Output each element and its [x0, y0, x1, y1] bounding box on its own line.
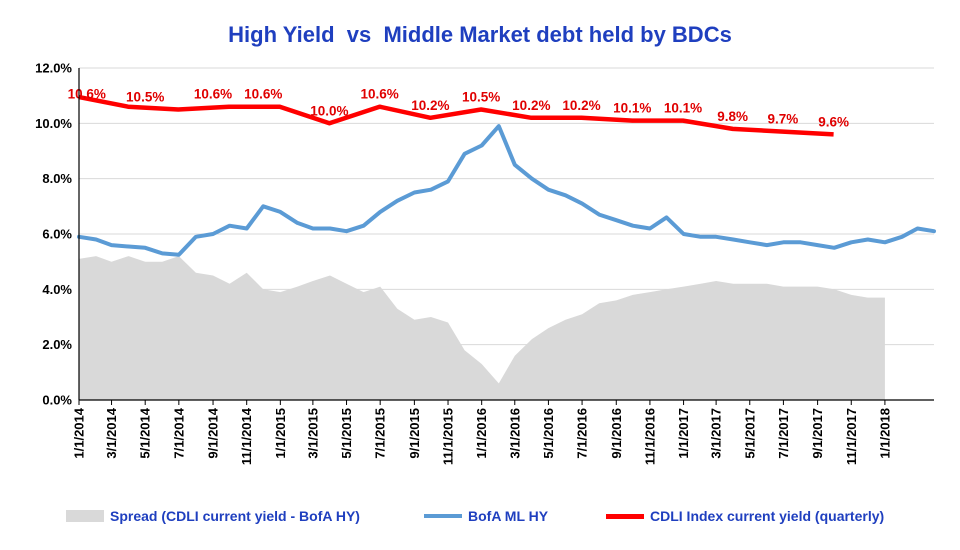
cdli-data-label: 10.5% [462, 90, 500, 105]
x-tick-label: 1/1/2017 [676, 408, 691, 459]
cdli-data-labels: 10.6% 10.5% 10.6% 10.6% 10.0% 10.6% 10.2% 10.5%… [68, 87, 849, 130]
x-tick-label: 11/1/2014 [239, 407, 254, 465]
cdli-data-label: 10.0% [310, 103, 348, 118]
cdli-line [78, 94, 834, 137]
x-tick-label: 7/1/2014 [171, 407, 186, 458]
y-tick-label: 2.0% [42, 337, 72, 352]
y-tick-label: 12.0% [35, 61, 72, 76]
x-tick-label: 11/1/2017 [844, 408, 859, 465]
legend-swatch-cdli [606, 513, 644, 519]
cdli-data-label: 10.6% [360, 87, 398, 102]
x-axis-ticks: 1/1/2014 3/1/2014 5/1/2014 7/1/2014 9/1/2014… [72, 400, 892, 465]
y-tick-label: 0.0% [42, 393, 72, 408]
x-tick-label: 9/1/2017 [810, 408, 825, 459]
cdli-data-label: 10.1% [664, 101, 702, 116]
cdli-data-label: 10.2% [411, 98, 449, 113]
x-tick-label: 3/1/2014 [104, 407, 119, 458]
legend: Spread (CDLI current yield - BofA HY) Bo… [0, 508, 960, 534]
x-tick-label: 7/1/2016 [575, 408, 590, 459]
cdli-data-label: 10.6% [68, 87, 106, 102]
bofa-hy-line-series [77, 124, 936, 257]
legend-swatch-bofa-hy [424, 514, 462, 518]
cdli-data-label: 10.2% [512, 98, 550, 113]
y-axis-ticks: 0.0% 2.0% 4.0% 6.0% 8.0% 10.0% 12.0% [35, 61, 72, 408]
cdli-data-label: 10.5% [126, 90, 164, 105]
spread-area-series [79, 256, 885, 400]
legend-item-cdli: CDLI Index current yield (quarterly) [606, 508, 884, 524]
cdli-data-label: 10.2% [562, 98, 600, 113]
x-tick-label: 5/1/2014 [138, 407, 153, 458]
cdli-data-label: 9.7% [767, 112, 798, 127]
x-tick-label: 9/1/2016 [609, 408, 624, 459]
cdli-data-label: 9.6% [818, 114, 849, 129]
x-tick-label: 1/1/2015 [273, 408, 288, 459]
legend-item-spread: Spread (CDLI current yield - BofA HY) [66, 508, 360, 524]
y-tick-label: 8.0% [42, 171, 72, 186]
x-tick-label: 1/1/2018 [877, 408, 892, 459]
legend-label-bofa-hy: BofA ML HY [468, 508, 549, 524]
cdli-data-label: 9.8% [717, 109, 748, 124]
x-tick-label: 5/1/2016 [541, 408, 556, 459]
x-tick-label: 9/1/2014 [206, 407, 221, 458]
x-tick-label: 1/1/2016 [474, 408, 489, 459]
y-tick-label: 4.0% [42, 282, 72, 297]
x-tick-label: 11/1/2016 [642, 408, 657, 465]
y-tick-label: 6.0% [42, 227, 72, 242]
legend-label-spread: Spread (CDLI current yield - BofA HY) [110, 508, 360, 524]
cdli-data-label: 10.6% [194, 87, 232, 102]
x-tick-label: 7/1/2017 [776, 408, 791, 459]
x-tick-label: 3/1/2015 [305, 408, 320, 459]
spread-area [79, 256, 885, 400]
x-tick-label: 11/1/2015 [441, 408, 456, 465]
x-tick-label: 5/1/2017 [742, 408, 757, 459]
x-tick-label: 9/1/2015 [407, 408, 422, 459]
y-tick-label: 10.0% [35, 116, 72, 131]
x-tick-label: 5/1/2015 [339, 408, 354, 459]
bofa-hy-line [77, 124, 936, 257]
cdli-data-label: 10.6% [244, 87, 282, 102]
axes [78, 68, 934, 401]
legend-label-cdli: CDLI Index current yield (quarterly) [650, 508, 885, 524]
x-tick-label: 3/1/2017 [709, 408, 724, 459]
x-tick-label: 7/1/2015 [373, 408, 388, 459]
cdli-data-label: 10.1% [613, 101, 651, 116]
x-tick-label: 3/1/2016 [507, 408, 522, 459]
legend-swatch-spread [66, 510, 104, 522]
cdli-line-series [78, 94, 834, 137]
x-tick-label: 1/1/2014 [72, 407, 87, 458]
legend-item-bofa-hy: BofA ML HY [424, 508, 548, 524]
chart-title: High Yield vs Middle Market debt held by… [228, 22, 732, 47]
